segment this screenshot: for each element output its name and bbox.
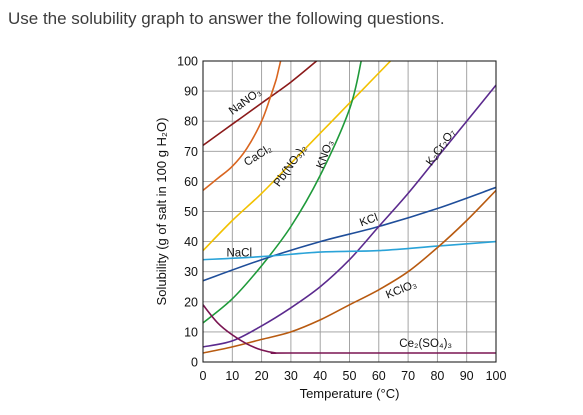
series-line	[203, 304, 496, 355]
x-tick-label: 40	[313, 369, 327, 383]
x-tick-label: 50	[343, 369, 357, 383]
y-tick-label: 20	[184, 295, 198, 309]
series-label: K₂Cr₂O₇	[424, 127, 458, 168]
x-tick-label: 80	[430, 369, 444, 383]
y-tick-label: 30	[184, 265, 198, 279]
y-axis-label: Solubility (g of salt in 100 g H₂O)	[154, 118, 169, 306]
x-tick-label: 10	[225, 369, 239, 383]
series-label: Ce₂(SO₄)₃	[399, 338, 452, 350]
series-label: NaCl	[226, 248, 252, 260]
plot-frame	[202, 60, 497, 363]
x-tick-label: 60	[372, 369, 386, 383]
x-tick-label: 20	[255, 369, 269, 383]
series-label: KClO₃	[384, 278, 419, 301]
y-tick-label: 0	[191, 356, 198, 370]
x-tick-label: 30	[284, 369, 298, 383]
series-line	[203, 189, 496, 354]
y-tick-label: 80	[184, 115, 198, 129]
y-tick-label: 50	[184, 205, 198, 219]
series-line	[203, 61, 318, 146]
series-line	[203, 61, 392, 252]
x-tick-label: 100	[486, 369, 507, 383]
y-tick-label: 40	[184, 235, 198, 249]
x-axis-label: Temperature (°C)	[300, 386, 400, 401]
series-line	[203, 240, 496, 261]
series-label: KNO₃	[315, 138, 337, 170]
x-tick-label: 0	[200, 369, 207, 383]
y-tick-label: 60	[184, 175, 198, 189]
y-tick-label: 10	[184, 325, 198, 339]
y-tick-label: 100	[177, 55, 198, 69]
y-tick-label: 70	[184, 145, 198, 159]
y-tick-label: 90	[184, 85, 198, 99]
axes: 0 10 20 30 40 50 60 70 80 90 100 0 10 20 30 40 50 60 70 80 9…	[177, 55, 506, 384]
x-tick-label: 90	[460, 369, 474, 383]
question-text: Use the solubility graph to answer the f…	[8, 9, 445, 28]
series-label: KCl	[358, 212, 380, 230]
series-line	[203, 186, 496, 282]
series-label: CaCl₂	[242, 143, 274, 169]
series-line	[203, 61, 362, 324]
series-line	[203, 84, 496, 348]
x-tick-label: 70	[401, 369, 415, 383]
series-line	[203, 61, 282, 192]
curves	[203, 61, 496, 355]
